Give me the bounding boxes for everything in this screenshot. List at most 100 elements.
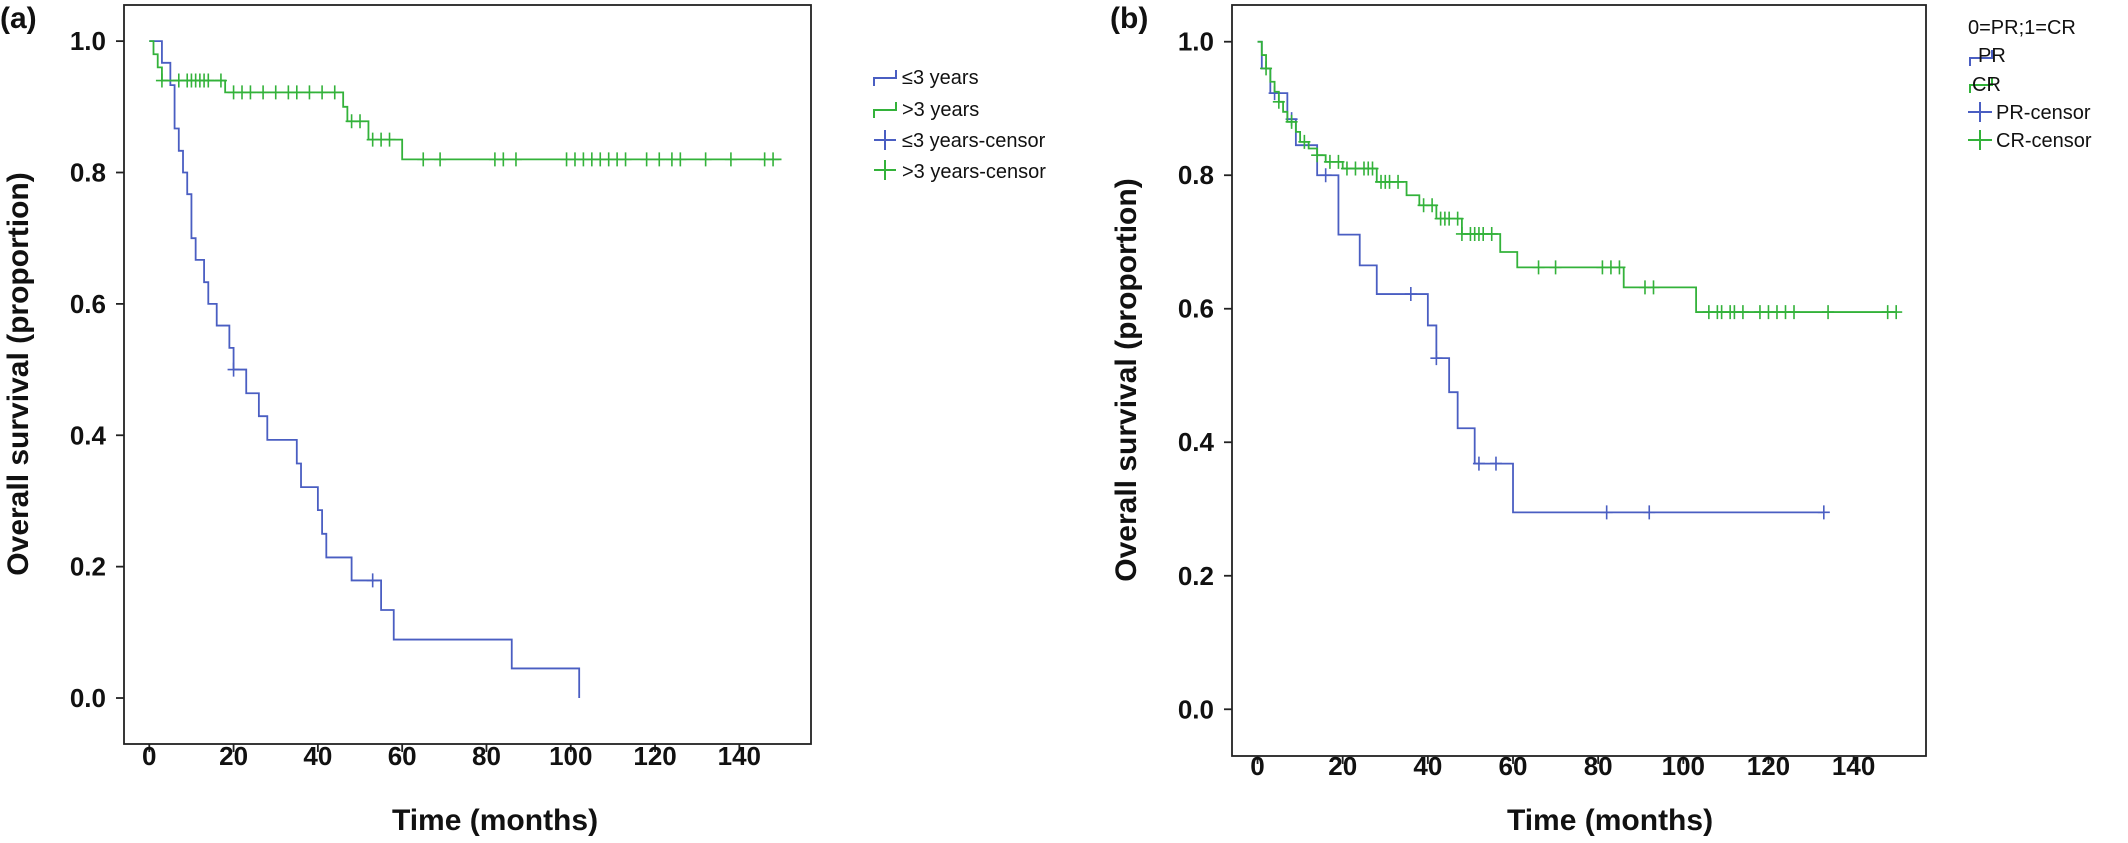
series-first-censor-mark	[1643, 505, 1656, 520]
series-second-censor-mark	[1298, 134, 1311, 149]
y-tick-label: 0.4	[70, 420, 107, 450]
y-tick-label: 0.8	[70, 158, 106, 188]
y-tick-label: 0.2	[1178, 561, 1214, 591]
series-second-censor-mark	[1366, 161, 1379, 176]
series-first-censor-mark	[1430, 351, 1443, 366]
legend-swatch-gt3-years	[873, 102, 897, 118]
legend-label-cr: CR	[1972, 74, 2001, 96]
legend-swatch-pr	[1969, 50, 1993, 66]
y-tick-label: 0.0	[1178, 694, 1214, 724]
legend-label-pr-censor: PR-censor	[1996, 102, 2091, 124]
y-tick-label: 0.8	[1178, 160, 1214, 190]
x-tick-label: 100	[1662, 751, 1705, 781]
y-tick-label: 0.0	[70, 683, 106, 713]
y-tick-label: 0.4	[1178, 427, 1215, 457]
x-tick-label: 20	[1328, 751, 1357, 781]
x-tick-label: 100	[549, 741, 592, 771]
panel-a-label: (a)	[0, 2, 37, 35]
legend-title-b: 0=PR;1=CR	[1968, 17, 2076, 39]
series-second-censor-mark	[155, 73, 168, 88]
series-second-censor-mark	[1426, 198, 1439, 213]
series-second-censor-mark	[1272, 94, 1285, 109]
series-second-censor-mark	[497, 152, 510, 167]
legend-item-le3-years: ≤3 years	[873, 67, 979, 89]
series-second-censor-mark	[724, 152, 737, 167]
series-second-censor-mark	[1549, 260, 1562, 275]
series-first-censor-mark	[1600, 505, 1613, 520]
series-first-censor-mark	[1817, 505, 1830, 520]
y-tick-label: 0.2	[70, 552, 106, 582]
series-second-censor-mark	[1890, 305, 1903, 320]
panel-b-label: (b)	[1110, 2, 1148, 35]
legend-label-cr-censor: CR-censor	[1996, 130, 2092, 152]
series-second-censor-mark	[1647, 280, 1660, 295]
legend-swatch-le3-years-censor	[874, 130, 896, 150]
panel-b-y-axis: 0.0 0.2 0.4 0.6 0.8 1.0	[1178, 27, 1232, 724]
panel-a-y-axis-title: Overall survival (proportion)	[2, 172, 35, 575]
series-first-survival-curve	[149, 40, 581, 699]
panel-b-x-axis-title: Time (months)	[1507, 804, 1713, 837]
series-second-censor-mark	[269, 85, 282, 100]
x-tick-label: 0	[1250, 751, 1264, 781]
series-second-censor-mark	[354, 114, 367, 129]
legend-swatch-cr	[1969, 77, 1993, 93]
x-tick-label: 120	[1747, 751, 1790, 781]
series-second-censor-mark	[674, 152, 687, 167]
panel-b-x-axis: 0 20 40 60 80 100 120 140	[1250, 751, 1875, 781]
series-first-survival-curve	[1257, 40, 1824, 514]
legend-item-gt3-years-censor: >3 years-censor	[874, 160, 1046, 183]
legend-label-le3-years: ≤3 years	[902, 67, 979, 89]
series-second-censor-mark	[202, 73, 215, 88]
legend-item-pr-censor: PR-censor	[1968, 102, 2091, 124]
panel-b: (b) 0.0 0.2 0.4 0.6 0.8 1.0 0 20 40 60 80 100 120 14…	[1110, 2, 2092, 837]
series-second-censor-mark	[1613, 260, 1626, 275]
panel-a-x-axis: 0 20 40 60 80 100 120 140	[142, 741, 761, 771]
series-first-censor-mark	[1404, 287, 1417, 302]
series-second-censor-mark	[1788, 305, 1801, 320]
legend-item-pr: PR	[1969, 45, 2006, 67]
panel-b-plot-frame	[1231, 4, 1927, 757]
panel-a-x-axis-title: Time (months)	[392, 804, 598, 837]
series-second-censor-mark	[1822, 305, 1835, 320]
panel-a-legend: ≤3 years >3 years ≤3 years-censor >3 yea…	[873, 67, 1046, 183]
series-second-censor-mark	[1311, 148, 1324, 163]
series-second-censor-mark	[699, 152, 712, 167]
x-tick-label: 40	[1413, 751, 1442, 781]
series-second-censor-mark	[640, 152, 653, 167]
x-tick-label: 140	[718, 741, 761, 771]
panel-b-y-axis-title: Overall survival (proportion)	[1110, 178, 1143, 581]
legend-label-gt3-years-censor: >3 years-censor	[902, 161, 1046, 183]
y-tick-label: 1.0	[1178, 27, 1214, 57]
y-tick-label: 1.0	[70, 26, 106, 56]
panel-a-series	[149, 40, 782, 699]
series-second-censor-mark	[1332, 154, 1345, 169]
series-second-censor-mark	[383, 132, 396, 147]
legend-swatch-gt3-years-censor	[874, 160, 896, 180]
y-tick-label: 0.6	[1178, 294, 1214, 324]
panel-a: (a) 0.0 0.2 0.4 0.6 0.8 1.0 0 20 40 60 80 100 120 14…	[0, 2, 1046, 837]
series-first-censor-mark	[1489, 456, 1502, 471]
series-first-censor-mark	[366, 573, 379, 588]
series-second-censor-mark	[328, 85, 341, 100]
x-tick-label: 140	[1832, 751, 1875, 781]
series-second-censor-mark	[214, 73, 227, 88]
legend-label-gt3-years: >3 years	[902, 99, 979, 121]
series-first-censor-mark	[1472, 456, 1485, 471]
x-tick-label: 40	[303, 741, 332, 771]
series-second-censor-mark	[290, 85, 303, 100]
series-first-censor-mark	[1319, 168, 1332, 183]
legend-label-pr: PR	[1978, 45, 2006, 67]
series-second-censor-mark	[417, 152, 430, 167]
series-second-censor-mark	[434, 152, 447, 167]
series-second-survival-curve	[149, 40, 782, 161]
x-tick-label: 80	[472, 741, 501, 771]
x-tick-label: 0	[142, 741, 156, 771]
panel-a-y-axis: 0.0 0.2 0.4 0.6 0.8 1.0	[70, 26, 124, 713]
x-tick-label: 80	[1584, 751, 1613, 781]
legend-swatch-le3-years	[873, 70, 897, 86]
series-second-censor-mark	[653, 152, 666, 167]
legend-swatch-pr-censor	[1968, 102, 1992, 122]
series-second-censor-mark	[1736, 305, 1749, 320]
series-second-censor-mark	[316, 85, 329, 100]
